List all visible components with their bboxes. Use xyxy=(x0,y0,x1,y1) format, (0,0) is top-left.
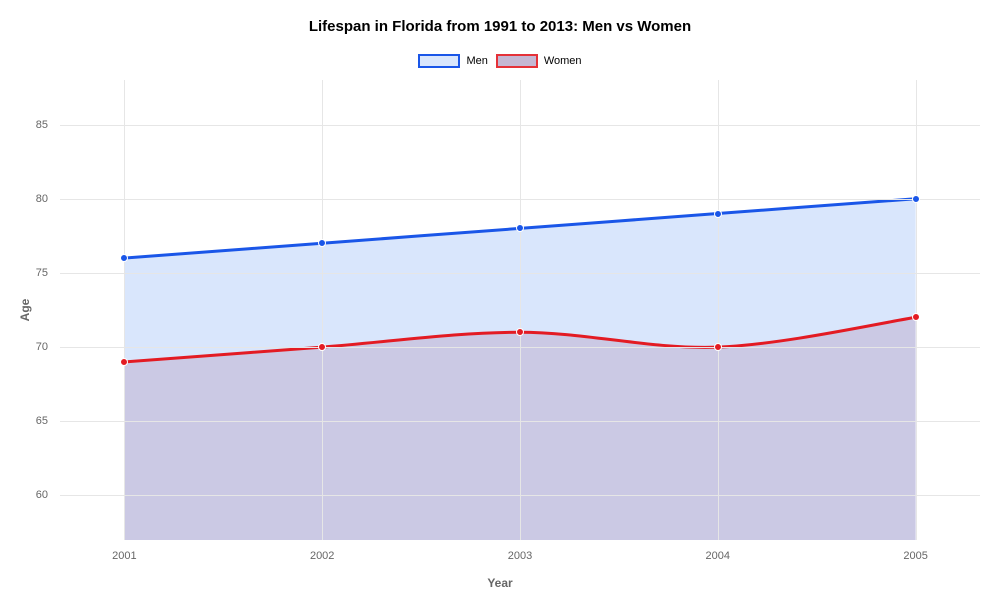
plot-area: 60657075808520012002200320042005 xyxy=(60,80,980,540)
y-tick: 75 xyxy=(36,267,60,279)
chart-title: Lifespan in Florida from 1991 to 2013: M… xyxy=(0,18,1000,35)
data-marker[interactable] xyxy=(912,313,920,321)
data-marker[interactable] xyxy=(714,210,722,218)
chart-container: Lifespan in Florida from 1991 to 2013: M… xyxy=(0,0,1000,600)
y-axis-label: Age xyxy=(18,299,32,322)
data-marker[interactable] xyxy=(714,343,722,351)
x-tick: 2004 xyxy=(706,540,730,562)
y-tick: 60 xyxy=(36,489,60,501)
legend-item-women[interactable]: Women xyxy=(496,54,582,68)
data-marker[interactable] xyxy=(120,358,128,366)
legend: Men Women xyxy=(0,54,1000,68)
legend-swatch-women xyxy=(496,54,538,68)
x-tick: 2001 xyxy=(112,540,136,562)
gridline-v xyxy=(124,80,125,540)
data-marker[interactable] xyxy=(516,224,524,232)
x-axis-label: Year xyxy=(0,576,1000,590)
x-tick: 2003 xyxy=(508,540,532,562)
gridline-v xyxy=(322,80,323,540)
legend-swatch-men xyxy=(418,54,460,68)
y-tick: 70 xyxy=(36,341,60,353)
gridline-v xyxy=(916,80,917,540)
legend-label-women: Women xyxy=(544,55,582,67)
legend-item-men[interactable]: Men xyxy=(418,54,487,68)
y-tick: 65 xyxy=(36,415,60,427)
gridline-v xyxy=(520,80,521,540)
x-tick: 2002 xyxy=(310,540,334,562)
data-marker[interactable] xyxy=(318,239,326,247)
data-marker[interactable] xyxy=(516,328,524,336)
x-tick: 2005 xyxy=(903,540,927,562)
gridline-v xyxy=(718,80,719,540)
legend-label-men: Men xyxy=(466,55,487,67)
data-marker[interactable] xyxy=(318,343,326,351)
y-tick: 80 xyxy=(36,193,60,205)
data-marker[interactable] xyxy=(120,254,128,262)
data-marker[interactable] xyxy=(912,195,920,203)
y-tick: 85 xyxy=(36,119,60,131)
